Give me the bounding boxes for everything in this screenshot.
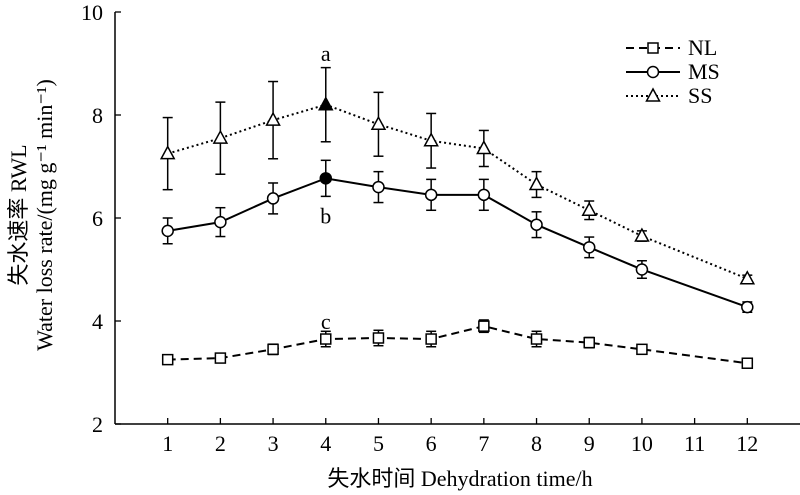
series-nl bbox=[161, 319, 754, 369]
point-nl bbox=[636, 343, 648, 356]
point-ss bbox=[528, 175, 545, 191]
significance-label: c bbox=[321, 309, 331, 334]
x-tick-label: 7 bbox=[478, 431, 489, 456]
legend-label-ms: MS bbox=[688, 59, 720, 84]
point-nl bbox=[583, 336, 595, 349]
point-ss bbox=[423, 132, 439, 147]
point-nl bbox=[214, 352, 227, 364]
point-ss bbox=[265, 111, 281, 126]
legend-label-nl: NL bbox=[688, 35, 717, 60]
series-ms bbox=[161, 159, 754, 314]
point-nl bbox=[741, 357, 754, 369]
series-line-nl bbox=[167, 325, 748, 365]
y-axis-title-line2: Water loss rate/(mg g⁻¹ min⁻¹) bbox=[32, 79, 57, 351]
annotation-layer: a b c bbox=[320, 41, 331, 334]
x-tick-label: 2 bbox=[215, 431, 226, 456]
x-tick-label: 1 bbox=[162, 431, 173, 456]
x-tick-label: 8 bbox=[531, 431, 542, 456]
y-axis-title-line1: 失水速率 RWL bbox=[6, 144, 31, 285]
point-nl bbox=[478, 320, 490, 332]
x-tick-label: 4 bbox=[320, 431, 331, 456]
point-ss bbox=[476, 139, 492, 155]
y-tick-label: 2 bbox=[92, 412, 103, 437]
point-ss bbox=[212, 129, 229, 144]
series-layer bbox=[159, 66, 756, 369]
y-tick-label: 10 bbox=[81, 0, 103, 25]
legend-marker-nl bbox=[647, 42, 659, 54]
series-ss bbox=[159, 66, 756, 285]
y-tick-label: 8 bbox=[92, 103, 103, 128]
x-tick-label: 6 bbox=[426, 431, 437, 456]
significance-label: a bbox=[321, 41, 331, 66]
point-nl bbox=[425, 333, 437, 345]
point-nl bbox=[320, 333, 332, 345]
point-nl bbox=[161, 353, 174, 366]
point-ss bbox=[318, 96, 334, 111]
point-ms bbox=[741, 300, 754, 314]
x-axis-title: 失水时间 Dehydration time/h bbox=[327, 466, 592, 491]
point-nl bbox=[530, 333, 543, 345]
point-ms bbox=[582, 241, 596, 254]
point-ms bbox=[161, 224, 174, 238]
x-tick-label: 3 bbox=[268, 431, 279, 456]
x-tick-label: 5 bbox=[373, 431, 384, 456]
y-tick-label: 4 bbox=[92, 309, 103, 334]
point-nl bbox=[267, 343, 279, 356]
legend-marker-ms bbox=[646, 65, 660, 79]
point-ss bbox=[739, 270, 756, 285]
x-tick-label: 12 bbox=[736, 431, 758, 456]
point-ms bbox=[477, 188, 491, 202]
x-tick-label: 10 bbox=[631, 431, 653, 456]
point-ms bbox=[266, 192, 280, 205]
x-tick-label: 11 bbox=[684, 431, 705, 456]
y-tick-label: 6 bbox=[92, 206, 103, 231]
point-ss bbox=[581, 201, 597, 217]
series-line-ss bbox=[167, 103, 748, 280]
point-nl bbox=[372, 332, 385, 344]
significance-label: b bbox=[320, 203, 331, 228]
legend-label-ss: SS bbox=[688, 83, 712, 108]
point-ms bbox=[372, 180, 385, 194]
point-ms bbox=[319, 172, 333, 185]
x-tick-label: 9 bbox=[584, 431, 595, 456]
point-ms bbox=[424, 188, 438, 202]
point-ss bbox=[634, 227, 650, 242]
point-ss bbox=[159, 145, 176, 160]
point-ms bbox=[214, 215, 227, 229]
point-ms bbox=[530, 218, 543, 231]
legend-marker-ss bbox=[645, 87, 661, 102]
point-ms bbox=[635, 263, 649, 276]
y-axis-title: 失水速率 RWL Water loss rate/(mg g⁻¹ min⁻¹) bbox=[6, 79, 57, 351]
point-ss bbox=[370, 115, 387, 131]
